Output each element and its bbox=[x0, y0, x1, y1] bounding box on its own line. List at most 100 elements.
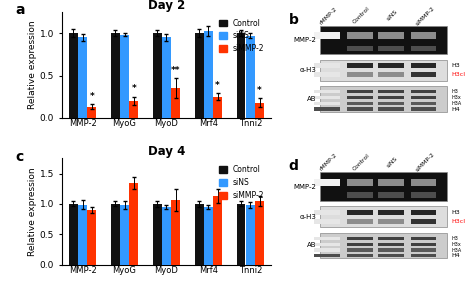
Bar bbox=[411, 107, 437, 111]
Text: H4: H4 bbox=[451, 106, 460, 111]
Bar bbox=[378, 192, 404, 198]
Bar bbox=[411, 46, 437, 51]
Text: α-H3: α-H3 bbox=[299, 67, 316, 73]
Bar bbox=[314, 73, 340, 77]
Bar bbox=[347, 96, 373, 99]
Text: d: d bbox=[289, 159, 299, 173]
Bar bbox=[314, 237, 340, 240]
Bar bbox=[320, 60, 447, 81]
Bar bbox=[255, 103, 264, 118]
Bar bbox=[347, 254, 373, 257]
Bar bbox=[347, 243, 373, 246]
Bar bbox=[314, 254, 340, 257]
Bar bbox=[120, 205, 129, 265]
Bar bbox=[153, 33, 162, 118]
Bar bbox=[411, 248, 437, 252]
Bar bbox=[347, 178, 373, 186]
Bar bbox=[204, 207, 213, 265]
Text: AB: AB bbox=[307, 96, 316, 102]
Text: a: a bbox=[16, 3, 25, 17]
Bar bbox=[411, 243, 437, 246]
Bar bbox=[314, 96, 340, 99]
Text: b: b bbox=[289, 13, 299, 27]
Bar bbox=[237, 204, 246, 265]
Bar bbox=[378, 96, 404, 99]
Bar bbox=[120, 35, 129, 118]
Bar bbox=[411, 254, 437, 257]
Bar bbox=[378, 178, 404, 186]
Text: siNS: siNS bbox=[386, 156, 399, 169]
Bar bbox=[320, 86, 447, 112]
Bar bbox=[171, 88, 180, 118]
Bar bbox=[314, 248, 340, 252]
Bar bbox=[347, 248, 373, 252]
Text: siMMP-2: siMMP-2 bbox=[415, 152, 436, 173]
Bar bbox=[162, 37, 171, 118]
Text: H3: H3 bbox=[451, 236, 458, 241]
Text: c: c bbox=[16, 150, 24, 164]
Text: siMMP-2: siMMP-2 bbox=[415, 5, 436, 26]
Bar bbox=[246, 205, 255, 265]
Bar bbox=[378, 107, 404, 111]
Bar bbox=[411, 63, 437, 68]
Bar bbox=[111, 33, 120, 118]
Text: H3x: H3x bbox=[451, 95, 461, 100]
Bar bbox=[347, 219, 373, 224]
Bar bbox=[378, 243, 404, 246]
Bar bbox=[411, 210, 437, 215]
Bar bbox=[314, 90, 340, 93]
Bar bbox=[255, 201, 264, 265]
Bar bbox=[347, 90, 373, 93]
Bar bbox=[411, 219, 437, 224]
Text: *: * bbox=[257, 86, 262, 95]
Bar bbox=[87, 107, 96, 118]
Text: Control: Control bbox=[352, 6, 371, 25]
Bar bbox=[347, 210, 373, 215]
Text: Control: Control bbox=[352, 153, 371, 172]
Bar bbox=[314, 107, 340, 111]
Bar bbox=[347, 63, 373, 68]
Bar bbox=[411, 102, 437, 105]
Bar bbox=[347, 192, 373, 198]
Bar bbox=[411, 237, 437, 240]
Bar bbox=[378, 102, 404, 105]
Text: *: * bbox=[215, 81, 220, 90]
Text: **: ** bbox=[171, 66, 181, 75]
Bar bbox=[411, 73, 437, 77]
Bar bbox=[347, 107, 373, 111]
Text: H3x: H3x bbox=[451, 242, 461, 247]
Bar bbox=[378, 248, 404, 252]
Y-axis label: Relative expression: Relative expression bbox=[28, 21, 37, 109]
Bar bbox=[411, 192, 437, 198]
Y-axis label: Relative expression: Relative expression bbox=[28, 167, 37, 256]
Bar bbox=[320, 206, 447, 228]
Bar bbox=[411, 178, 437, 186]
Bar bbox=[129, 183, 138, 265]
Bar bbox=[78, 205, 87, 265]
Bar bbox=[111, 204, 120, 265]
Bar bbox=[87, 210, 96, 265]
Bar bbox=[204, 31, 213, 118]
Text: α-H3: α-H3 bbox=[299, 214, 316, 220]
Bar bbox=[347, 102, 373, 105]
Text: AB: AB bbox=[307, 243, 316, 248]
Bar bbox=[314, 63, 340, 68]
Bar bbox=[237, 33, 246, 118]
Text: H3: H3 bbox=[451, 210, 460, 215]
Bar bbox=[314, 32, 340, 39]
Text: rMMP-2: rMMP-2 bbox=[319, 6, 338, 25]
Bar bbox=[314, 243, 340, 246]
Legend: Control, siNS, siMMP-2: Control, siNS, siMMP-2 bbox=[216, 162, 267, 203]
Bar bbox=[171, 200, 180, 265]
Text: H3cl: H3cl bbox=[451, 219, 465, 224]
Bar bbox=[378, 32, 404, 39]
Bar bbox=[314, 219, 340, 224]
Title: Day 2: Day 2 bbox=[148, 0, 185, 12]
Bar bbox=[195, 33, 203, 118]
Bar bbox=[320, 172, 447, 201]
Text: H3A: H3A bbox=[451, 101, 461, 106]
Bar bbox=[153, 204, 162, 265]
Bar bbox=[378, 90, 404, 93]
Bar bbox=[195, 204, 203, 265]
Bar bbox=[129, 101, 138, 118]
